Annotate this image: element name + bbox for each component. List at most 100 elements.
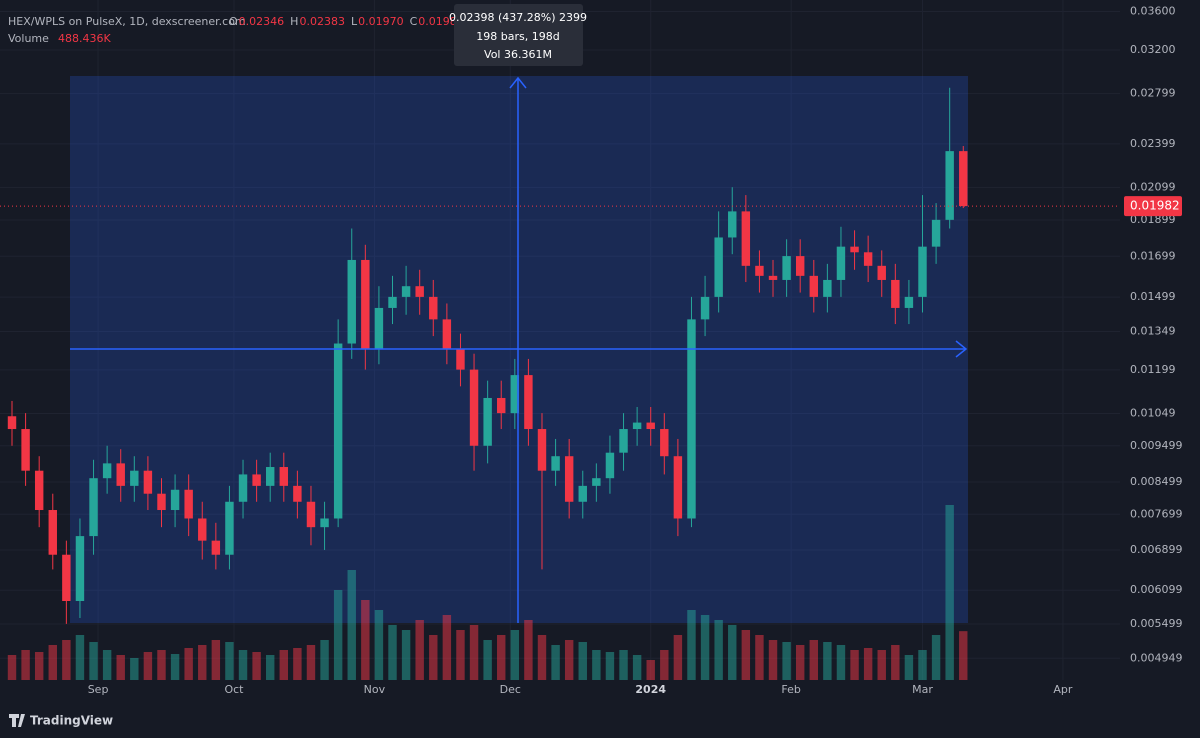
candle-body	[687, 319, 696, 519]
candle-body	[714, 237, 723, 297]
candle-body	[551, 456, 560, 471]
volume-bar	[904, 655, 914, 680]
candle-body	[320, 518, 329, 528]
candle-body	[673, 456, 683, 519]
candle-body	[89, 478, 98, 537]
ohlc-value: 0.01982	[418, 15, 464, 28]
volume-bar	[551, 645, 560, 680]
y-tick-label: 0.03200	[1130, 43, 1176, 56]
candle-body	[524, 375, 533, 430]
volume-bar	[211, 640, 221, 680]
measure-text: 198 bars, 198d	[476, 30, 559, 43]
candle-body	[578, 485, 587, 502]
ohlc-key: L	[351, 15, 358, 28]
volume-bar	[333, 590, 343, 680]
candle-body	[429, 296, 438, 320]
y-tick-label: 0.02399	[1130, 137, 1176, 150]
volume-bar	[238, 650, 248, 680]
measure-text: Vol 36.361M	[484, 48, 552, 61]
volume-bar	[931, 635, 941, 680]
volume-bar	[361, 600, 370, 680]
volume-bar	[918, 650, 927, 680]
candle-body	[34, 470, 44, 511]
candle-body	[102, 463, 112, 479]
candles	[7, 87, 968, 624]
volume-bar	[809, 640, 818, 680]
brand: TradingView	[9, 714, 113, 728]
candle-body	[836, 246, 846, 280]
y-tick-label: 0.01499	[1130, 290, 1176, 303]
y-tick-label: 0.009499	[1130, 439, 1183, 452]
candle-body	[62, 554, 71, 601]
candle-body	[483, 397, 492, 446]
candle-body	[877, 265, 886, 280]
volume-bar	[469, 625, 479, 680]
candle-body	[7, 416, 17, 430]
measure-tooltip	[454, 4, 583, 66]
candle-body	[361, 259, 370, 349]
candle-body	[401, 286, 411, 297]
x-tick-label: Sep	[88, 683, 109, 696]
volume-bar	[592, 650, 601, 680]
measure-text: 0.02398 (437.28%) 2399	[449, 11, 587, 24]
volume-bar	[782, 642, 791, 680]
volume-bar	[198, 645, 207, 680]
volume-bar	[347, 570, 356, 680]
candle-body	[728, 211, 737, 238]
volume-bar	[578, 642, 587, 680]
candle-body	[755, 265, 764, 276]
candle-body	[891, 279, 900, 308]
candle-body	[198, 518, 207, 541]
y-tick-label: 0.01699	[1130, 249, 1176, 262]
volume-bar	[306, 645, 316, 680]
volume-bar	[252, 652, 261, 680]
volume-bar	[225, 642, 234, 680]
candle-body	[347, 259, 356, 344]
volume-bar	[7, 655, 17, 680]
volume-bar	[116, 655, 125, 680]
candle-body	[850, 246, 859, 253]
volume-bar	[170, 654, 180, 680]
ohlc-key: O	[229, 15, 238, 28]
candle-body	[945, 151, 954, 220]
candle-body	[619, 429, 628, 453]
ohlc: O 0.02346 H 0.02383 L 0.01970 C 0.01982	[229, 15, 464, 28]
volume-bar	[483, 640, 492, 680]
candle-body	[442, 319, 452, 349]
volume-bar	[184, 648, 193, 680]
candle-body	[415, 286, 424, 297]
candle-body	[252, 474, 261, 486]
candle-body	[48, 510, 57, 555]
candle-body	[795, 256, 805, 276]
volume-bar	[429, 635, 438, 680]
volume-bar	[795, 645, 805, 680]
volume-bar	[143, 652, 153, 680]
candle-body	[782, 256, 791, 280]
volume-bar	[673, 635, 683, 680]
volume-bar	[497, 635, 506, 680]
volume-bar	[320, 640, 329, 680]
candle-body	[863, 252, 873, 266]
volume-bar	[157, 650, 166, 680]
volume-bar	[877, 650, 886, 680]
ohlc-key: C	[410, 15, 418, 28]
candle-body	[809, 275, 818, 297]
candle-body	[116, 463, 125, 486]
volume-bar	[564, 640, 574, 680]
volume-bar	[605, 652, 615, 680]
y-tick-label: 0.006899	[1130, 543, 1183, 556]
volume-bar	[700, 615, 710, 680]
x-tick-label: Nov	[364, 683, 386, 696]
candle-body	[931, 219, 941, 247]
volume-bar	[34, 652, 44, 680]
y-tick-label: 0.01199	[1130, 363, 1176, 376]
volume-bar	[836, 645, 846, 680]
volume-bar	[945, 505, 954, 680]
candle-body	[388, 296, 397, 308]
volume-bar	[768, 640, 778, 680]
x-tick-label: 2024	[635, 683, 666, 696]
y-tick-label: 0.02099	[1130, 180, 1176, 193]
arrow-head	[955, 340, 968, 358]
candle-body	[564, 456, 574, 502]
candle-body	[660, 429, 669, 457]
